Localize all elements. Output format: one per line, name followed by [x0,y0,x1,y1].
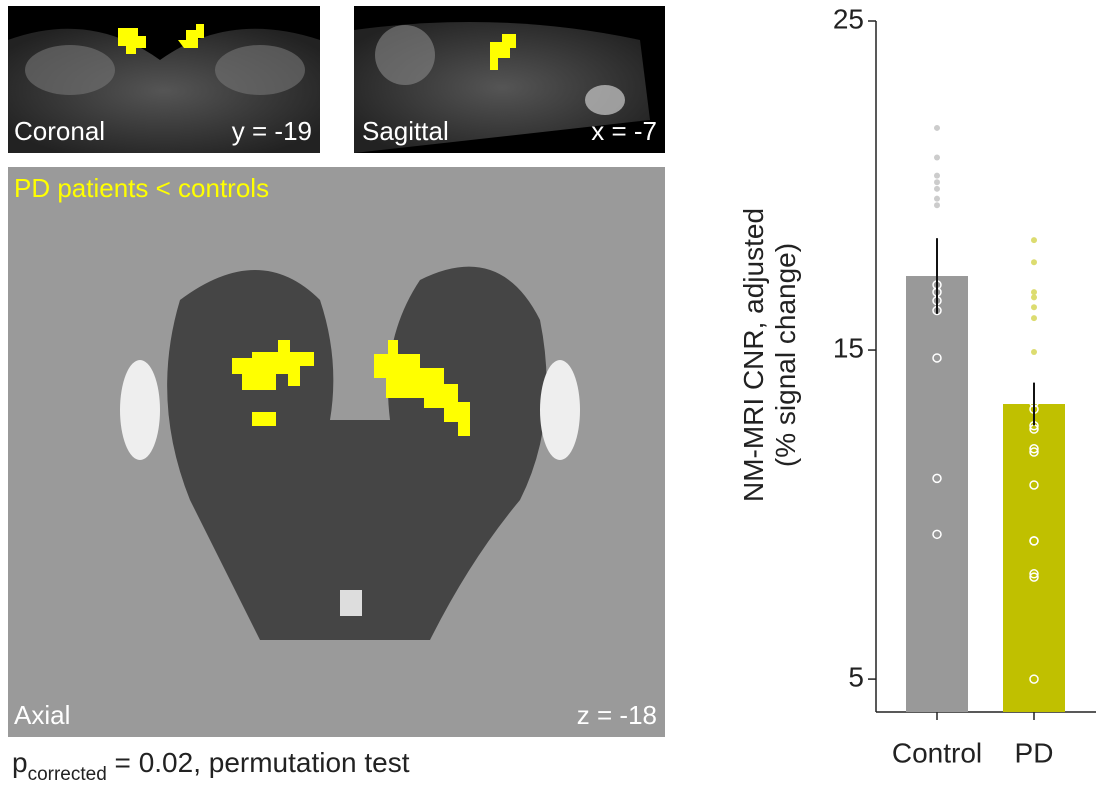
data-point [1031,259,1037,265]
x-tick-label: PD [1015,737,1054,768]
data-point [934,125,940,131]
coronal-coord: y = -19 [232,116,312,146]
data-point [934,186,940,192]
data-point [1031,289,1037,295]
sagittal-label: Sagittal [362,116,449,146]
y-tick-label: 5 [848,661,864,692]
caption-p: p [12,747,28,778]
coronal-label: Coronal [14,116,105,146]
y-axis-label: NM-MRI CNR, adjusted(% signal change) [738,208,801,502]
data-point [1031,294,1037,300]
sagittal-coord: x = -7 [591,116,657,146]
sagittal-image: Sagittal x = -7 [354,6,665,153]
data-point [934,196,940,202]
y-axis-label-line: NM-MRI CNR, adjusted [738,208,769,502]
bar [1003,404,1065,712]
y-axis-label-line: (% signal change) [770,243,801,467]
data-point [934,179,940,185]
data-point [1031,237,1037,243]
caption-sub: corrected [28,764,107,785]
page: Coronal y = -19 Sagittal x = -7 PD patie… [0,0,1096,794]
data-point [1031,315,1037,321]
x-tick-label: Control [892,737,982,768]
figure: Coronal y = -19 Sagittal x = -7 PD patie… [0,0,1096,789]
y-tick-label: 25 [833,3,864,34]
y-tick-label: 15 [833,332,864,363]
bar [906,276,968,712]
data-point [1031,349,1037,355]
data-point [934,173,940,179]
contrast-label: PD patients < controls [14,173,269,203]
axial-image: PD patients < controls Axial z = -18 [8,167,665,737]
caption-rest: = 0.02, permutation test [107,747,410,778]
axial-coord: z = -18 [577,700,657,730]
caption: pcorrected = 0.02, permutation test [12,747,410,785]
data-point [934,202,940,208]
data-point [934,155,940,161]
coronal-image: Coronal y = -19 [8,6,320,153]
axial-label: Axial [14,700,70,730]
data-point [1031,304,1037,310]
